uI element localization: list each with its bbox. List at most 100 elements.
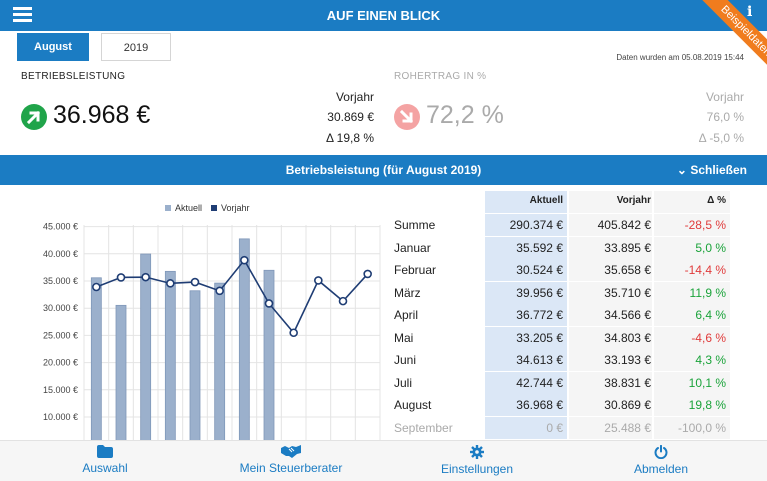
delta-cell-bg xyxy=(654,259,730,281)
info-button[interactable]: i xyxy=(747,4,753,20)
previous-cell-bg xyxy=(569,394,652,416)
current-value: 35.592 € xyxy=(516,240,563,255)
table-row: 0 € September 25.488 € -100,0 % xyxy=(391,416,730,439)
previous-value: 35.710 € xyxy=(604,285,651,300)
bar xyxy=(90,277,102,440)
hamburger-menu-icon[interactable] xyxy=(13,7,32,23)
handshake-icon xyxy=(281,445,301,458)
tab-month[interactable]: August xyxy=(17,33,89,61)
tab-year[interactable]: 2019 xyxy=(101,33,171,61)
previous-value: 33.193 € xyxy=(604,353,651,367)
delta-value: 11,9 % xyxy=(689,285,726,300)
legend-swatch xyxy=(211,205,217,211)
current-cell-bg: 36.968 € xyxy=(485,394,567,416)
kpi-delta-rohertrag: Δ -5,0 % xyxy=(698,131,744,145)
data-timestamp: Daten wurden am 05.08.2019 15:44 xyxy=(616,53,744,62)
previous-cell-bg xyxy=(569,304,652,326)
previous-cell-bg xyxy=(569,214,652,236)
current-value: 39.956 € xyxy=(516,285,563,300)
kpi-label: BETRIEBSLEISTUNG xyxy=(21,71,126,82)
kpi-prev-label-rohertrag: Vorjahr xyxy=(705,90,744,104)
kpi-card-betriebsleistung xyxy=(17,67,377,151)
y-tick-label: 10.000 € xyxy=(43,412,78,422)
legend-label: Aktuell xyxy=(175,203,202,213)
gear-icon xyxy=(470,445,484,459)
previous-value: 35.658 € xyxy=(604,263,651,277)
line-point xyxy=(289,328,298,338)
trend-down-icon xyxy=(394,104,420,130)
nav-label: Mein Steuerberater xyxy=(239,461,343,475)
current-value: 36.968 € xyxy=(516,398,563,412)
table-row: 290.374 € Summe 405.842 € -28,5 % xyxy=(391,214,730,236)
nav-mein-steuerberater[interactable]: Mein Steuerberater xyxy=(231,441,351,481)
legend-label: Vorjahr xyxy=(221,203,250,213)
current-cell-bg: 36.772 € xyxy=(485,304,567,326)
month-name: Januar xyxy=(394,240,431,255)
current-value: 30.524 € xyxy=(516,263,563,277)
nav-einstellungen[interactable]: Einstellungen xyxy=(436,441,518,481)
line-point xyxy=(116,273,126,282)
table-row: 42.744 € Juli 38.831 € 10,1 % xyxy=(391,371,730,394)
y-tick-label: 25.000 € xyxy=(43,330,78,340)
header-delta: Δ % xyxy=(707,195,726,206)
delta-value: -4,6 % xyxy=(691,330,726,345)
previous-cell-bg xyxy=(569,326,652,349)
nav-abmelden[interactable]: Abmelden xyxy=(628,441,694,481)
previous-value: 25.488 € xyxy=(604,420,651,435)
betriebsleistung-chart: 10.000 € 15.000 € 20.000 € 25.000 € 30.000 €… xyxy=(43,203,381,440)
chevron-down-icon: ⌄ xyxy=(676,163,687,177)
nav-auswahl[interactable]: Auswahl xyxy=(65,441,145,481)
bar xyxy=(164,270,176,440)
month-name: Summe xyxy=(394,218,436,232)
delta-cell-bg xyxy=(654,214,730,236)
delta-cell-bg xyxy=(654,371,730,394)
current-value: 290.374 € xyxy=(509,218,563,232)
month-name: August xyxy=(394,398,432,412)
line-point xyxy=(215,286,224,296)
close-section-button[interactable]: ⌄ Schließen xyxy=(677,155,747,185)
header-current: Aktuell xyxy=(529,195,563,206)
current-cell-bg: 0 € xyxy=(485,416,567,439)
previous-value: 34.803 € xyxy=(604,330,651,345)
y-tick-label: 30.000 € xyxy=(43,303,78,313)
delta-cell-bg xyxy=(654,281,730,304)
table-row: 34.613 € Juni 33.193 € 4,3 % xyxy=(391,349,730,371)
y-tick-label: 40.000 € xyxy=(43,249,78,259)
header-previous: Vorjahr xyxy=(616,195,651,206)
month-name: September xyxy=(394,420,453,435)
current-cell-bg: 42.744 € xyxy=(485,371,567,394)
folder-icon xyxy=(97,445,113,458)
nav-label: Einstellungen xyxy=(440,462,514,476)
month-name: Februar xyxy=(394,263,437,277)
line-point xyxy=(92,282,101,292)
line-point xyxy=(314,276,323,285)
current-cell-bg: 35.592 € xyxy=(485,236,567,259)
current-value: 34.613 € xyxy=(516,353,563,367)
delta-value: -14,4 % xyxy=(684,263,726,277)
delta-cell-bg xyxy=(654,394,730,416)
table-row: 30.524 € Februar 35.658 € -14,4 % xyxy=(391,259,730,281)
line-point xyxy=(363,269,372,279)
power-icon xyxy=(654,445,668,459)
kpi-prev-value: 30.869 € xyxy=(327,110,374,124)
section-title: Betriebsleistung (für August 2019) xyxy=(285,163,482,177)
previous-value: 30.869 € xyxy=(604,398,651,412)
bottom-navigation: Auswahl Mein Steuerberater Einstellungen… xyxy=(0,440,767,481)
info-icon[interactable]: i xyxy=(747,4,753,20)
month-name: Juni xyxy=(394,353,417,367)
previous-value: 38.831 € xyxy=(604,375,651,390)
table-row: 35.592 € Januar 33.895 € 5,0 % xyxy=(391,236,730,259)
page-title: AUF EINEN BLICK xyxy=(326,8,441,23)
nav-label: Auswahl xyxy=(82,461,128,475)
ribbon-label: Beispieldaten xyxy=(693,0,767,84)
delta-value: 4,3 % xyxy=(695,353,726,367)
y-tick-label: 20.000 € xyxy=(43,358,78,368)
nav-label: Abmelden xyxy=(633,462,689,476)
delta-cell-bg xyxy=(654,349,730,371)
bar xyxy=(214,282,226,440)
bar xyxy=(263,269,275,440)
month-name: Juli xyxy=(394,375,413,390)
kpi-delta: Δ 19,8 % xyxy=(325,131,374,145)
line-point xyxy=(190,277,200,287)
current-cell-bg: 34.613 € xyxy=(485,349,567,371)
